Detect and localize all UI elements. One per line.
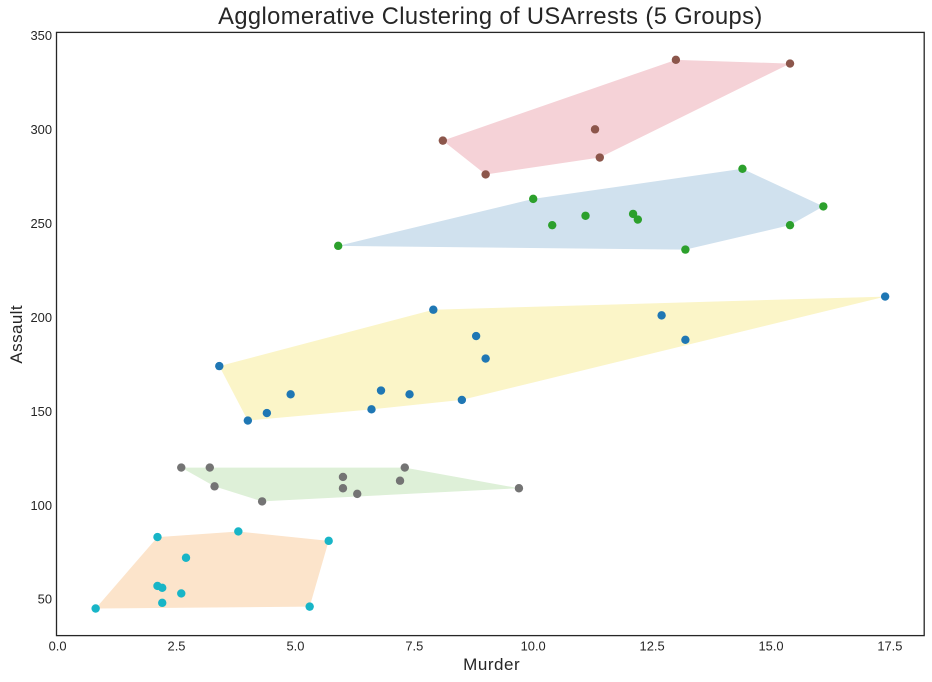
svg-text:200: 200 [30, 310, 52, 325]
svg-text:100: 100 [30, 498, 52, 513]
svg-text:150: 150 [30, 404, 52, 419]
svg-text:2.5: 2.5 [168, 638, 186, 653]
svg-text:Assault: Assault [7, 305, 26, 364]
svg-text:12.5: 12.5 [640, 638, 665, 653]
svg-text:5.0: 5.0 [286, 638, 304, 653]
svg-text:50: 50 [38, 592, 52, 607]
svg-text:0.0: 0.0 [49, 638, 67, 653]
svg-text:7.5: 7.5 [405, 638, 423, 653]
svg-text:350: 350 [30, 28, 52, 43]
svg-text:17.5: 17.5 [877, 638, 902, 653]
svg-text:10.0: 10.0 [521, 638, 546, 653]
svg-text:Agglomerative Clustering of US: Agglomerative Clustering of USArrests (5… [218, 4, 762, 30]
svg-text:250: 250 [30, 216, 52, 231]
svg-text:Murder: Murder [463, 655, 520, 674]
svg-text:15.0: 15.0 [758, 638, 783, 653]
svg-text:300: 300 [30, 122, 52, 137]
